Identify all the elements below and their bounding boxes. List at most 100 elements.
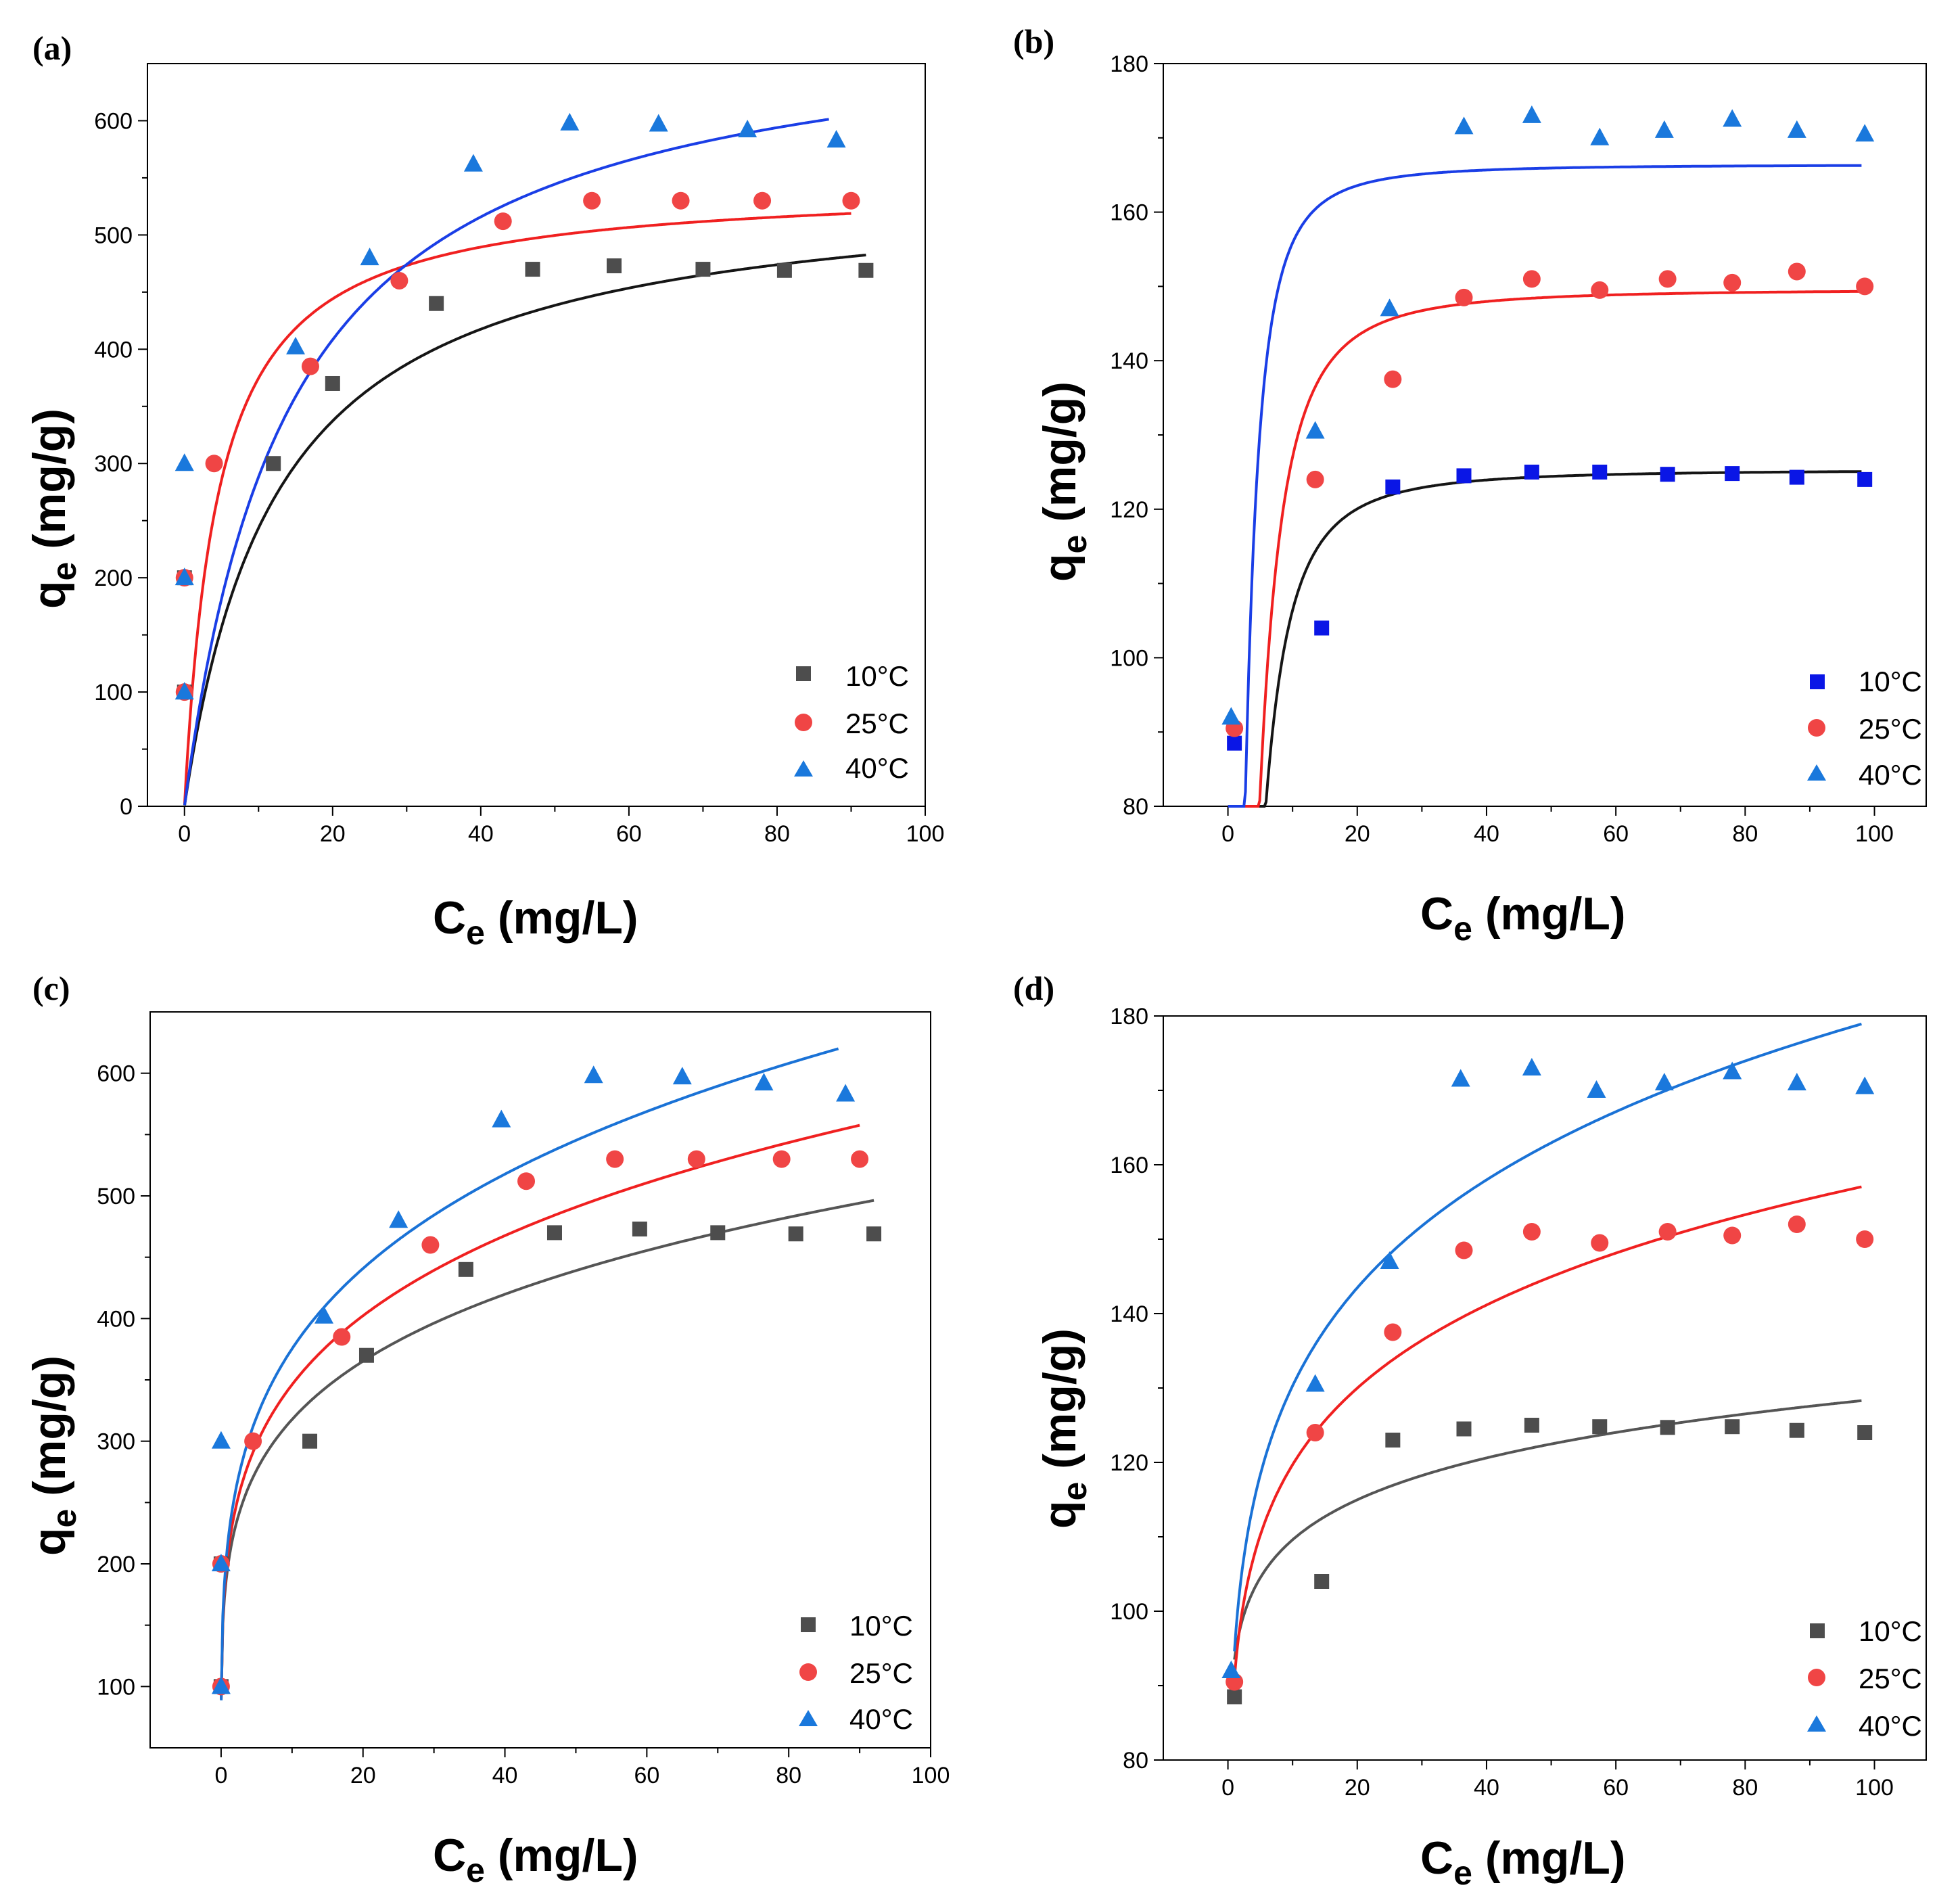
y-tick-label: 80 <box>1123 794 1148 820</box>
legend-marker-40c-a <box>794 760 813 777</box>
fit-curve-10c <box>220 1199 874 1698</box>
data-point-25c <box>1658 1223 1677 1241</box>
data-point-40c <box>672 1067 692 1085</box>
legend-label-25c-c: 25°C <box>849 1657 913 1689</box>
x-tick-label: 40 <box>492 1763 518 1788</box>
panel-c: (c) 0 20 40 60 80 100 100 200 300 400 500 600 10°C … <box>24 969 950 1889</box>
panel-b-legend: 10°C 25°C 40°C <box>1807 666 1922 791</box>
y-tick-label: 600 <box>97 1061 135 1087</box>
data-point-40c <box>389 1210 409 1228</box>
legend-marker-40c-d <box>1807 1715 1826 1732</box>
data-point-40c <box>1380 1251 1399 1269</box>
legend-label-25c-b: 25°C <box>1859 713 1922 745</box>
x-axis-title-c-sub: e <box>466 1851 485 1889</box>
data-point-10c <box>1789 1422 1804 1438</box>
legend-marker-10c-b <box>1810 674 1825 689</box>
fit-curve-10c <box>1228 470 1862 808</box>
data-point-10c <box>710 1225 726 1241</box>
data-point-10c <box>1725 466 1740 482</box>
data-point-10c <box>525 262 540 277</box>
panel-a-axes: 0 20 40 60 80 100 0 100 200 300 400 500 600 <box>94 108 944 847</box>
data-point-25c <box>1788 262 1806 281</box>
data-point-10c <box>1592 464 1608 480</box>
x-axis-title-a-sub: e <box>466 914 485 952</box>
y-axis-title-d-sub: e <box>1056 1482 1094 1501</box>
data-point-40c <box>1590 127 1610 145</box>
data-point-10c <box>632 1221 647 1236</box>
data-point-10c <box>1524 1418 1539 1433</box>
fit-curve-40c <box>1228 164 1862 808</box>
panel-b-data-points <box>1221 105 1875 751</box>
y-tick-label: 300 <box>94 451 133 477</box>
fit-curve-10c <box>183 254 866 806</box>
data-point-10c <box>695 262 711 277</box>
legend-marker-40c-c <box>799 1710 818 1726</box>
y-axis-title-c: qe (mg/g) <box>24 1356 83 1556</box>
data-point-10c <box>1592 1419 1608 1435</box>
panel-a-fit-curves <box>183 118 866 806</box>
panel-a-legend: 10°C 25°C 40°C <box>794 660 909 784</box>
data-point-25c <box>606 1150 624 1168</box>
legend-label-25c-a: 25°C <box>845 708 909 739</box>
legend-label-10c-d: 10°C <box>1859 1615 1922 1647</box>
data-point-10c <box>458 1262 473 1277</box>
data-point-10c <box>1725 1419 1740 1435</box>
x-tick-label: 60 <box>634 1763 659 1788</box>
data-point-25c <box>517 1172 536 1190</box>
y-axis-title-d-unit: (mg/g) <box>1034 1328 1086 1482</box>
data-point-40c <box>1454 116 1474 135</box>
legend-label-40c-b: 40°C <box>1859 759 1922 791</box>
data-point-25c <box>1591 1234 1609 1252</box>
y-tick-label: 200 <box>94 565 133 591</box>
y-tick-label: 100 <box>1110 1599 1148 1625</box>
data-point-25c <box>1306 470 1324 488</box>
data-point-40c <box>211 1554 231 1571</box>
legend-marker-10c-c <box>801 1617 816 1632</box>
data-point-10c <box>788 1226 803 1242</box>
legend-marker-25c-a <box>795 714 812 731</box>
y-axis-title-b-sub: e <box>1056 535 1094 554</box>
panel-a: (a) 0 20 40 60 80 100 0 100 200 300 400 500 600 10°C… <box>24 29 944 952</box>
x-axis-title-b: Ce (mg/L) <box>1420 888 1626 948</box>
data-point-25c <box>1384 1323 1402 1341</box>
data-point-40c <box>1522 1058 1541 1075</box>
legend-marker-25c-c <box>799 1663 817 1681</box>
data-point-25c <box>1522 270 1541 288</box>
data-point-25c <box>1723 273 1742 292</box>
data-point-40c <box>1221 1661 1241 1678</box>
panel-b: (b) 0 20 40 60 80 100 80 100 120 140 160 180 10°C 2… <box>1013 22 1927 948</box>
data-point-10c <box>1227 735 1242 751</box>
panel-d-axes: 0 20 40 60 80 100 80 100 120 140 160 180 <box>1110 1004 1894 1801</box>
data-point-40c <box>738 119 757 137</box>
data-point-10c <box>1857 471 1873 487</box>
data-point-25c <box>1455 1241 1473 1259</box>
data-point-40c <box>1787 1073 1806 1090</box>
y-axis-title-b-main: q <box>1034 553 1086 582</box>
data-point-40c <box>463 154 483 172</box>
x-tick-label: 80 <box>1732 1775 1758 1801</box>
legend-marker-25c-d <box>1808 1669 1825 1686</box>
x-tick-label: 20 <box>320 821 346 847</box>
x-tick-label: 40 <box>1474 821 1499 847</box>
data-point-10c <box>325 375 340 391</box>
x-tick-label: 100 <box>912 1763 950 1788</box>
x-axis-title-b-unit: (mg/L) <box>1472 888 1626 940</box>
panel-label-d: (d) <box>1013 969 1054 1007</box>
data-point-40c <box>826 130 846 148</box>
data-point-40c <box>211 1676 231 1694</box>
x-axis-title-a-unit: (mg/L) <box>485 892 638 944</box>
data-point-40c <box>1522 105 1541 123</box>
panel-c-data-points <box>211 1065 882 1696</box>
data-point-40c <box>314 1305 334 1324</box>
panel-b-axes: 0 20 40 60 80 100 80 100 120 140 160 180 <box>1110 51 1894 847</box>
x-tick-label: 40 <box>468 821 494 847</box>
data-point-25c <box>1788 1216 1806 1233</box>
y-tick-label: 400 <box>97 1306 135 1332</box>
panel-label-b: (b) <box>1013 22 1054 60</box>
y-axis-title-c-main: q <box>24 1527 75 1556</box>
fit-curve-10c <box>1233 1399 1862 1660</box>
y-axis-title-a-unit: (mg/g) <box>24 409 75 562</box>
panel-label-c: (c) <box>32 969 70 1007</box>
data-point-25c <box>205 455 223 473</box>
panel-b-fit-curves <box>1228 164 1862 808</box>
